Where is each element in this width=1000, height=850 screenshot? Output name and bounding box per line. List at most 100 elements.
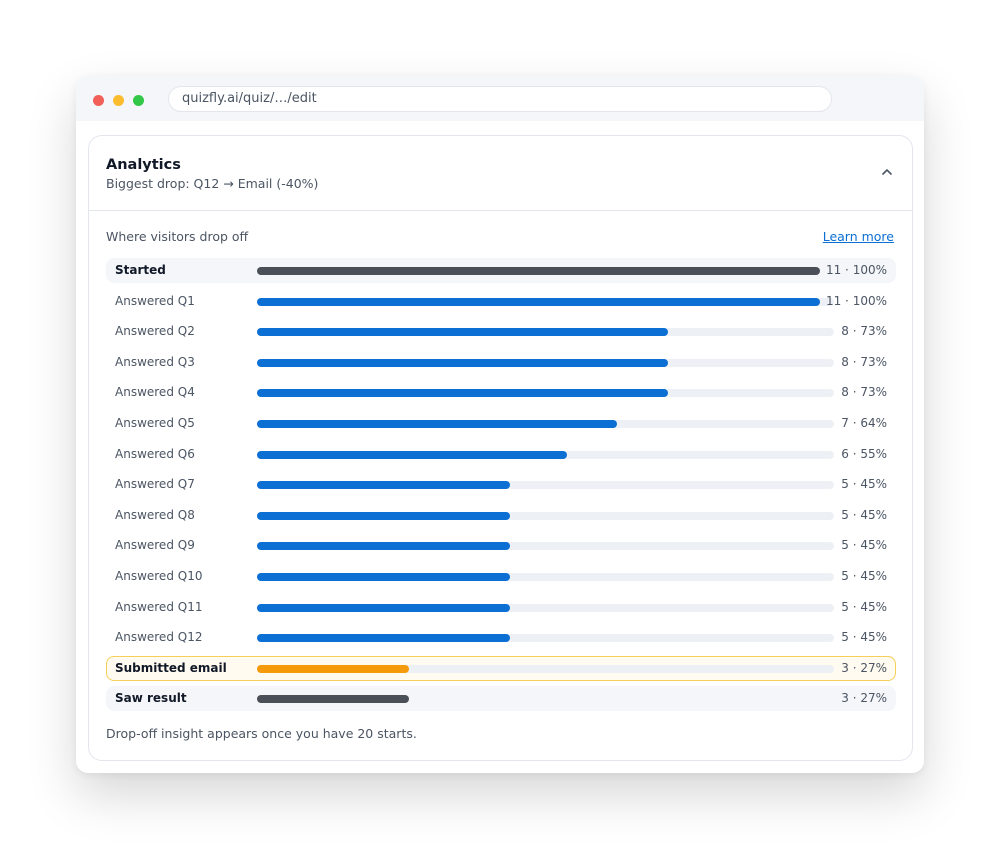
funnel-row: Answered Q11 5 · 45% — [106, 595, 896, 620]
funnel-bar-fill — [257, 603, 510, 612]
funnel-row-percent: 45% — [860, 599, 887, 614]
funnel-bar-track — [257, 267, 834, 275]
dropoff-funnel: Started 11 · 100% Answered Q1 11 · 100% Answ… — [106, 258, 896, 717]
funnel-bar-fill — [257, 419, 617, 428]
section-label: Where visitors drop off — [106, 229, 249, 244]
funnel-row-percent: 73% — [860, 354, 887, 369]
funnel-row-label: Answered Q4 — [115, 385, 195, 400]
learn-more-link[interactable]: Learn more — [822, 229, 894, 244]
funnel-row-percent: 73% — [860, 324, 887, 339]
funnel-row: Answered Q7 5 · 45% — [106, 472, 896, 497]
funnel-bar-track — [257, 572, 834, 581]
footnote: Drop-off insight appears once you have 2… — [106, 726, 417, 741]
close-window-button[interactable] — [93, 95, 104, 106]
funnel-row: Answered Q3 8 · 73% — [106, 350, 896, 375]
funnel-row-percent: 27% — [860, 691, 887, 706]
funnel-bar-track — [257, 634, 834, 643]
funnel-row-count: 3 — [841, 691, 849, 706]
funnel-row-count: 11 — [825, 263, 842, 277]
funnel-bar-fill — [257, 450, 567, 459]
funnel-row: Started 11 · 100% — [106, 258, 896, 283]
funnel-row: Answered Q4 8 · 73% — [106, 380, 896, 405]
minimize-window-button[interactable] — [113, 95, 124, 106]
analytics-header[interactable]: Analytics Biggest drop: Q12 → Email (-40… — [89, 136, 912, 211]
funnel-row-percent: 73% — [860, 385, 887, 400]
funnel-row-count: 8 — [841, 324, 849, 339]
funnel-row-count: 7 — [841, 415, 849, 430]
funnel-bar-fill — [257, 542, 510, 551]
funnel-row: Answered Q9 5 · 45% — [106, 533, 896, 558]
funnel-row: Answered Q8 5 · 45% — [106, 503, 896, 528]
funnel-row-value: 5 · 45% — [841, 477, 887, 492]
funnel-row-label: Submitted email — [115, 660, 227, 675]
chevron-up-icon[interactable] — [878, 163, 896, 181]
funnel-bar-track — [257, 419, 834, 428]
analytics-subtitle: Biggest drop: Q12 → Email (-40%) — [106, 176, 319, 191]
funnel-row: Answered Q12 5 · 45% — [106, 625, 896, 650]
funnel-bar-track — [257, 328, 834, 337]
funnel-bar-fill — [257, 297, 820, 306]
funnel-row-percent: 55% — [860, 446, 887, 461]
funnel-row-percent: 27% — [860, 660, 887, 675]
funnel-row-count: 3 — [841, 660, 849, 675]
funnel-row-label: Answered Q1 — [115, 293, 195, 308]
funnel-bar-fill — [257, 511, 510, 520]
funnel-row-count: 5 — [841, 599, 849, 614]
funnel-row-value: 5 · 45% — [841, 507, 887, 522]
funnel-row-percent: 45% — [860, 538, 887, 553]
funnel-row: Answered Q6 6 · 55% — [106, 442, 896, 467]
funnel-bar-fill — [257, 267, 820, 275]
funnel-row-label: Answered Q11 — [115, 599, 203, 614]
funnel-row-label: Saw result — [115, 691, 187, 706]
funnel-row-value: 8 · 73% — [841, 354, 887, 369]
funnel-row-value: 8 · 73% — [841, 385, 887, 400]
funnel-row-count: 5 — [841, 568, 849, 583]
funnel-row-label: Answered Q12 — [115, 630, 203, 645]
funnel-row-label: Started — [115, 263, 166, 277]
funnel-row-count: 5 — [841, 477, 849, 492]
funnel-row-label: Answered Q2 — [115, 324, 195, 339]
funnel-row-percent: 100% — [852, 263, 887, 277]
funnel-row-count: 11 — [825, 293, 842, 308]
funnel-bar-track — [257, 297, 834, 306]
funnel-bar-fill — [257, 389, 668, 398]
funnel-row-label: Answered Q6 — [115, 446, 195, 461]
funnel-row: Saw result 3 · 27% — [106, 686, 896, 712]
funnel-bar-fill — [257, 328, 668, 337]
funnel-bar-fill — [257, 481, 510, 490]
funnel-bar-fill — [257, 634, 510, 643]
funnel-row-label: Answered Q3 — [115, 354, 195, 369]
funnel-row-count: 5 — [841, 507, 849, 522]
funnel-row-count: 8 — [841, 385, 849, 400]
funnel-row-value: 3 · 27% — [841, 660, 887, 675]
funnel-row-count: 5 — [841, 630, 849, 645]
funnel-row-label: Answered Q8 — [115, 507, 195, 522]
funnel-bar-track — [257, 542, 834, 551]
funnel-row-percent: 45% — [860, 477, 887, 492]
funnel-row-label: Answered Q9 — [115, 538, 195, 553]
funnel-row-value: 11 · 100% — [825, 263, 887, 277]
funnel-row: Answered Q10 5 · 45% — [106, 564, 896, 589]
address-bar[interactable]: quizfly.ai/quiz/…/edit — [168, 86, 832, 112]
analytics-title: Analytics — [106, 157, 181, 173]
funnel-row-percent: 45% — [860, 507, 887, 522]
funnel-row-value: 8 · 73% — [841, 324, 887, 339]
funnel-row-value: 6 · 55% — [841, 446, 887, 461]
maximize-window-button[interactable] — [133, 95, 144, 106]
browser-toolbar: quizfly.ai/quiz/…/edit — [76, 76, 924, 121]
funnel-bar-fill — [257, 572, 510, 581]
browser-window: quizfly.ai/quiz/…/edit Analytics Biggest… — [76, 76, 924, 773]
funnel-row-value: 5 · 45% — [841, 538, 887, 553]
funnel-row: Submitted email 3 · 27% — [106, 655, 896, 681]
funnel-row: Answered Q1 11 · 100% — [106, 289, 896, 314]
funnel-bar-track — [257, 664, 834, 673]
analytics-card: Analytics Biggest drop: Q12 → Email (-40… — [88, 135, 913, 761]
funnel-row-label: Answered Q7 — [115, 477, 195, 492]
funnel-row-label: Answered Q10 — [115, 568, 203, 583]
funnel-bar-track — [257, 358, 834, 367]
funnel-row-value: 11 · 100% — [825, 293, 887, 308]
funnel-bar-track — [257, 695, 834, 704]
funnel-bar-fill — [257, 664, 409, 673]
funnel-bar-track — [257, 450, 834, 459]
funnel-row-count: 5 — [841, 538, 849, 553]
